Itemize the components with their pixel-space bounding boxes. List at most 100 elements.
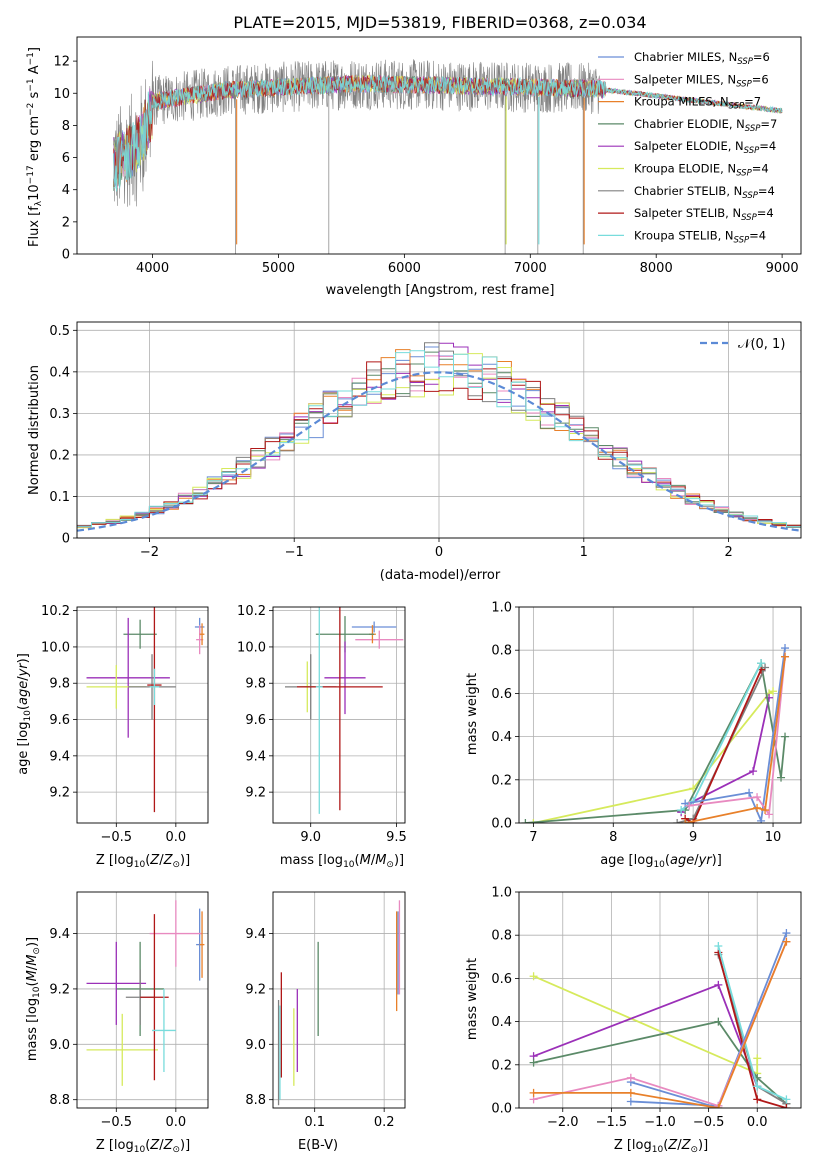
mass-vs-metallicity-y-label: mass [log10(M/M⊙)] <box>25 937 42 1061</box>
weight-marker-salpeter_miles <box>765 810 774 819</box>
x-tick-label: 0.0 <box>166 1115 187 1130</box>
weight-marker-salpeter_miles <box>753 793 762 802</box>
histogram-kroupa_elodie <box>77 353 801 529</box>
age-vs-metallicity-panel: −0.5 0.0 9.2 9.4 9.6 9.8 10.0 10.2 Z [log10(Z/Z… <box>16 604 209 870</box>
y-tick-label: 10 <box>53 87 70 102</box>
x-tick-label: 9 <box>689 830 697 845</box>
axes-frame <box>76 36 802 255</box>
histogram-chabrier_stelib <box>77 342 801 526</box>
x-tick-label: 1 <box>580 545 588 560</box>
weight-marker-kroupa_miles <box>714 1104 723 1108</box>
mass-vs-ebv-x-label: E(B-V) <box>298 1138 338 1153</box>
y-tick-label: 0.8 <box>491 929 512 944</box>
y-tick-label: 9.8 <box>245 677 266 692</box>
weight-vs-metallicity-x-label: Z [log10(Z/Z⊙)] <box>614 1138 708 1155</box>
x-tick-label: 8000 <box>640 261 673 276</box>
y-tick-label: 0.5 <box>49 324 70 339</box>
y-tick-label: 9.6 <box>49 713 70 728</box>
weight-lines <box>521 644 790 823</box>
y-tick-label: 0.0 <box>491 817 512 832</box>
weight-marker-salpeter_stelib <box>782 1104 791 1108</box>
x-tick-label: 8 <box>609 830 617 845</box>
age-vs-mass-x-label: mass [log10(M/M⊙)] <box>280 853 404 870</box>
x-tick-label: 7 <box>529 830 537 845</box>
weight-vs-metallicity-y-label: mass weight <box>465 958 480 1040</box>
weight-marker-kroupa_elodie <box>529 819 538 823</box>
spectrum-legend: Chabrier MILES, NSSP=6 Salpeter MILES, NS… <box>598 50 777 245</box>
y-tick-label: 8 <box>62 119 70 134</box>
weight-marker-kroupa_miles <box>626 1088 635 1097</box>
x-tick-label: 0.0 <box>166 830 187 845</box>
axes-frame <box>518 891 802 1109</box>
y-tick-label: 0.1 <box>49 490 70 505</box>
weight-vs-metallicity-plot-area: −2.0 −1.5 −1.0 −0.5 0.0 0.0 0.2 0.4 0.6 0.8 1.0 <box>491 886 802 1130</box>
weight-marker-chabrier_miles <box>745 788 754 797</box>
axes-frame <box>76 321 802 539</box>
legend-label-salpeter_elodie: Salpeter ELODIE, NSSP=4 <box>634 139 776 156</box>
axes-frame <box>76 891 209 1109</box>
weight-vs-metallicity-panel: −2.0 −1.5 −1.0 −0.5 0.0 0.0 0.2 0.4 0.6 0.8 1.0 Z … <box>465 886 802 1155</box>
y-tick-label: 0 <box>62 532 70 547</box>
y-tick-label: 0.2 <box>491 1058 512 1073</box>
weight-marker-kroupa_stelib <box>753 1082 762 1091</box>
y-tick-label: 9.4 <box>245 749 266 764</box>
legend-label-salpeter_miles: Salpeter MILES, NSSP=6 <box>634 72 769 89</box>
weight-line-salpeter_elodie <box>680 697 770 813</box>
weight-line-chabrier_miles <box>630 1081 719 1108</box>
weight-marker-salpeter_stelib <box>689 819 698 823</box>
weight-vs-age-y-label: mass weight <box>465 673 480 755</box>
weight-line-salpeter_stelib <box>684 669 762 823</box>
y-tick-label: 0.0 <box>491 1102 512 1117</box>
spectrum-y-label: Flux [fλ10−17 erg cm−2 s−1 A−1] <box>26 47 44 247</box>
y-tick-label: 9.2 <box>245 982 266 997</box>
weight-marker-chabrier_elodie <box>521 819 530 823</box>
y-tick-label: 0.4 <box>49 365 70 380</box>
y-tick-label: 0.8 <box>491 644 512 659</box>
weight-line-kroupa_miles <box>533 941 788 1108</box>
weight-marker-chabrier_elodie <box>777 773 786 782</box>
y-tick-label: 12 <box>53 55 70 70</box>
errorbar-points <box>86 900 205 1086</box>
weight-line-chabrier_elodie <box>533 1020 787 1105</box>
x-tick-label: 0.2 <box>374 1115 395 1130</box>
axes-frame <box>76 606 209 824</box>
x-tick-label: 9000 <box>766 261 799 276</box>
y-tick-label: 9.2 <box>49 786 70 801</box>
weight-marker-kroupa_elodie <box>529 972 538 981</box>
errorbar-points <box>86 607 205 813</box>
y-tick-label: 6 <box>62 151 70 166</box>
y-tick-label: 9.8 <box>49 677 70 692</box>
residuals-x-label: (data-model)/error <box>380 568 501 583</box>
mass-vs-metallicity-panel: −0.5 0.0 8.8 9.0 9.2 9.4 Z [log10(Z/Z⊙)] mass… <box>25 891 209 1155</box>
x-tick-label: −0.5 <box>101 1115 133 1130</box>
age-vs-metallicity-y-label: age [log10(age/yr)] <box>16 653 33 775</box>
weight-line-salpeter_elodie <box>533 983 759 1087</box>
weight-line-chabrier_miles <box>685 647 786 823</box>
spectrum-x-label: wavelength [Angstrom, rest frame] <box>326 283 555 298</box>
weight-marker-chabrier_elodie <box>529 1058 538 1067</box>
x-tick-label: 9.5 <box>386 830 407 845</box>
y-tick-label: 10.2 <box>41 604 70 619</box>
y-tick-label: 0.2 <box>491 773 512 788</box>
y-tick-label: 9.4 <box>49 749 70 764</box>
y-tick-label: 9.0 <box>245 1038 266 1053</box>
weight-marker-chabrier_stelib <box>673 819 682 823</box>
weight-marker-kroupa_stelib <box>782 1095 791 1104</box>
x-tick-label: −0.5 <box>101 830 133 845</box>
errorbar-points <box>277 900 401 1106</box>
legend-label-salpeter_stelib: Salpeter STELIB, NSSP=4 <box>634 206 774 223</box>
weight-marker-kroupa_miles <box>681 819 690 823</box>
y-tick-label: 8.8 <box>245 1093 266 1108</box>
y-tick-label: 0 <box>62 248 70 263</box>
y-tick-label: 1.0 <box>491 886 512 901</box>
y-tick-label: 9.2 <box>245 786 266 801</box>
weight-marker-chabrier_miles <box>626 1097 635 1106</box>
weight-marker-chabrier_miles <box>757 816 766 823</box>
y-tick-label: 9.4 <box>49 927 70 942</box>
legend-label-kroupa_elodie: Kroupa ELODIE, NSSP=4 <box>634 162 769 179</box>
errorbar-points <box>285 607 404 814</box>
spectrum-panel: 4000 5000 6000 7000 8000 9000 0 2 4 6 8 10 12 Chabrie… <box>26 36 802 298</box>
x-tick-label: 9.0 <box>300 830 321 845</box>
x-tick-label: −0.5 <box>693 1115 725 1130</box>
